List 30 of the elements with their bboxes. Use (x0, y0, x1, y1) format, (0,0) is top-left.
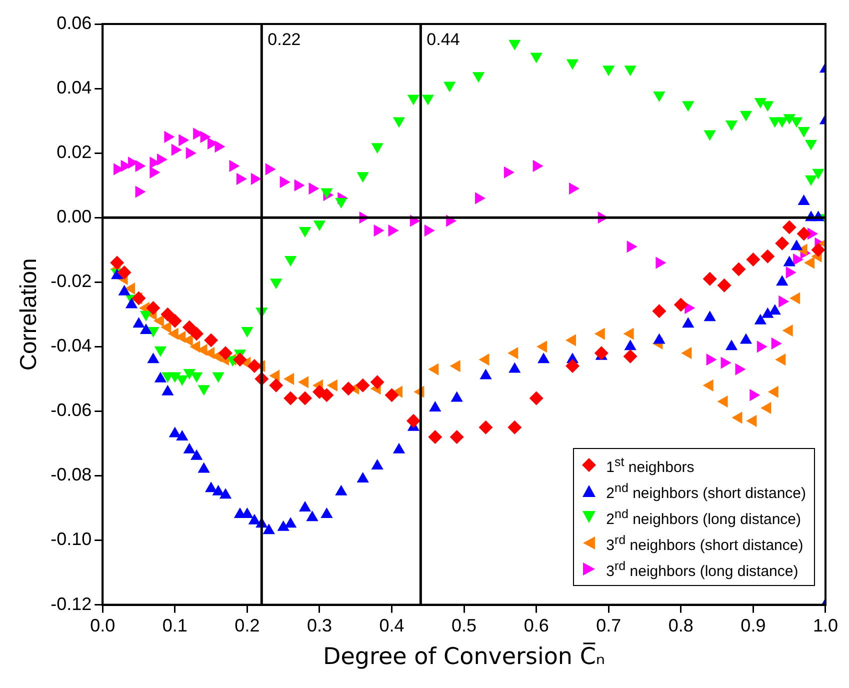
y-tick-label: -0.12 (50, 594, 92, 614)
y-tick-label: 0.04 (56, 78, 92, 98)
y-tick-label: 0.02 (56, 142, 92, 162)
y-tick-label: -0.08 (50, 464, 92, 485)
x-tick-label: 0.9 (740, 616, 766, 636)
x-axis-title: Degree of Conversion C̅ₙ (323, 642, 606, 670)
ref-line-label: 0.22 (268, 30, 301, 50)
y-tick-label: 0.00 (56, 206, 92, 227)
x-tick-label: 0.1 (162, 616, 188, 636)
y-axis-title: Correlation (15, 258, 42, 371)
legend-label: 3$^{rd}$ neighbors (short distance) (606, 532, 804, 556)
y-tick-label: -0.06 (50, 400, 92, 420)
x-tick-label: 0.4 (379, 616, 404, 636)
x-tick-label: 0.5 (452, 616, 477, 636)
y-tick-label: -0.02 (50, 271, 92, 292)
x-tick-label: 0.2 (234, 616, 260, 636)
x-tick-label: 1.0 (812, 616, 838, 636)
legend-label: 1$^{st}$ neighbors (606, 454, 694, 478)
y-tick-label: -0.04 (50, 336, 92, 356)
x-tick-label: 0.6 (524, 616, 549, 636)
legend-label: 3$^{rd}$ neighbors (long distance) (606, 558, 798, 582)
x-tick-label: 0.7 (596, 616, 622, 636)
legend-label: 2$^{nd}$ neighbors (long distance) (606, 506, 802, 530)
x-tick-label: 0.3 (306, 616, 332, 636)
x-tick-label: 0.8 (668, 616, 694, 636)
y-tick-label: -0.10 (50, 529, 92, 550)
legend-label: 2$^{nd}$ neighbors (short distance) (606, 480, 806, 504)
x-tick-label: 0.0 (90, 616, 116, 636)
ref-line-label: 0.44 (426, 30, 460, 50)
y-tick-label: 0.06 (56, 12, 92, 33)
